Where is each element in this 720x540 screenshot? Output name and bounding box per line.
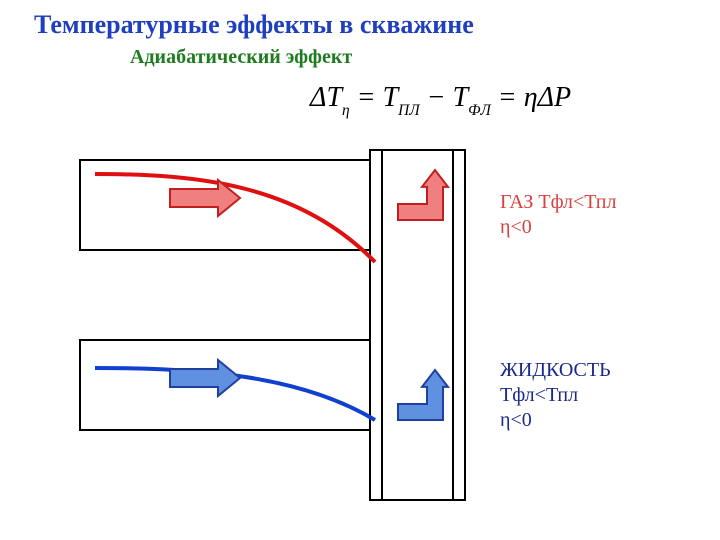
gas-temperature-curve (95, 174, 375, 262)
well-arrow-gas (398, 170, 448, 220)
well-arrow-liquid (398, 370, 448, 420)
flow-arrow-liquid (170, 360, 240, 396)
well-outer (370, 150, 465, 500)
diagram (0, 0, 720, 540)
diagram-shapes (80, 150, 465, 500)
